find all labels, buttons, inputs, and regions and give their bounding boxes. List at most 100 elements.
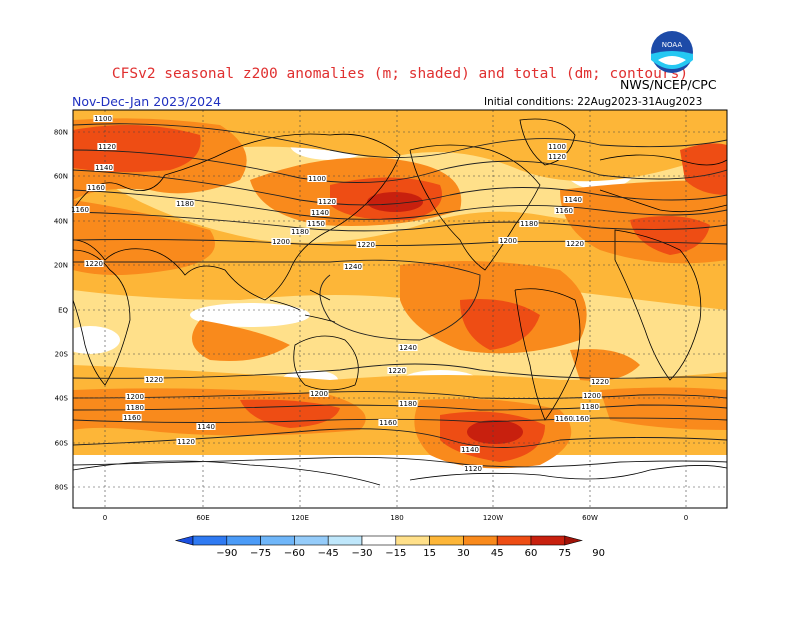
contour-label: 1160 [570,415,590,423]
colorbar-label: 90 [592,548,605,559]
contour-label: 1100 [307,175,327,183]
lat-label: 40S [55,395,69,403]
contour-label: 1220 [387,367,407,375]
svg-text:1220: 1220 [388,367,406,375]
svg-text:1160: 1160 [555,415,573,423]
svg-text:1220: 1220 [357,241,375,249]
svg-text:1200: 1200 [583,392,601,400]
contour-label: 1140 [460,446,480,454]
colorbar-swatch [395,535,430,546]
contour-label: 1100 [547,143,567,151]
contour-label: 1120 [317,198,337,206]
contour-label: 1160 [378,419,398,427]
contour-label: 1120 [97,143,117,151]
colorbar-label: 75 [558,548,571,559]
svg-text:1140: 1140 [95,164,113,172]
svg-text:1120: 1120 [98,143,116,151]
colorbar-swatch [226,535,261,546]
contour-label: 1180 [175,200,195,208]
svg-text:1120: 1120 [177,438,195,446]
initial-conditions: Initial conditions: 22Aug2023-31Aug2023 [484,96,703,108]
colorbar-swatch [260,535,295,546]
contour-label: 1160 [70,206,90,214]
colorbar-swatch [361,535,397,546]
antarctic-white [73,455,727,508]
lon-label: 0 [684,514,688,522]
svg-text:1140: 1140 [197,423,215,431]
contour-label: 1180 [580,403,600,411]
contour-label: 1220 [356,241,376,249]
contour-label: 1200 [125,393,145,401]
lon-label: 180 [390,514,403,522]
svg-text:1180: 1180 [399,400,417,408]
svg-text:1240: 1240 [344,263,362,271]
svg-text:1120: 1120 [548,153,566,161]
contour-label: 1200 [309,390,329,398]
lon-label: 120E [291,514,309,522]
lat-label: EQ [58,307,68,315]
lon-label: 0 [103,514,107,522]
lat-label: 80S [55,484,69,492]
contour-label: 1140 [196,423,216,431]
svg-text:1100: 1100 [308,175,326,183]
agency-label: NWS/NCEP/CPC [620,77,717,92]
svg-text:1180: 1180 [291,228,309,236]
svg-text:1180: 1180 [520,220,538,228]
colorbar-label: 15 [423,548,436,559]
svg-text:1100: 1100 [94,115,112,123]
colorbar-label: −30 [351,548,372,559]
lon-label: 60E [196,514,209,522]
colorbar-label: −90 [216,548,237,559]
contour-label: 1120 [463,465,483,473]
colorbar-swatch [463,535,498,546]
contour-label: 1180 [290,228,310,236]
svg-text:1200: 1200 [499,237,517,245]
contour-label: 1140 [94,164,114,172]
svg-text:1150: 1150 [307,220,325,228]
svg-text:1160: 1160 [123,414,141,422]
colorbar-arrow-high [564,535,583,546]
lat-label: 60N [54,173,68,181]
lat-label: 20S [55,351,69,359]
svg-text:1200: 1200 [272,238,290,246]
longitude-labels: 0 60E 120E 180 120W 60W 0 [103,514,688,522]
svg-text:1180: 1180 [126,404,144,412]
colorbar-label: −15 [385,548,406,559]
colorbar-label: 30 [457,548,470,559]
svg-text:1100: 1100 [548,143,566,151]
colorbar-label: −75 [250,548,271,559]
contour-label: 1200 [582,392,602,400]
map-frame [72,109,728,509]
contour-label: 1160 [86,184,106,192]
contour-label: 1180 [125,404,145,412]
contour-label: 1140 [310,209,330,217]
lat-label: 80N [54,129,68,137]
svg-text:1220: 1220 [85,260,103,268]
contour-label: 1200 [498,237,518,245]
shaded-anomalies [73,110,727,508]
contour-label: 1180 [398,400,418,408]
contour-label: 1160 [554,415,574,423]
contour-label: 1220 [144,376,164,384]
contour-labels: 1100112011401160116011801200122011001120… [70,115,610,473]
colorbar: −90 −75 −60 −45 −30 −15 15 30 45 60 75 90 [174,535,605,559]
colorbar-arrow-low [174,535,194,546]
contour-label: 1160 [554,207,574,215]
contour-label: 1220 [565,240,585,248]
svg-text:1140: 1140 [564,196,582,204]
svg-text:1180: 1180 [176,200,194,208]
chart-title: CFSv2 seasonal z200 anomalies (m; shaded… [111,66,689,82]
contour-label: 1200 [271,238,291,246]
colorbar-label: 60 [525,548,538,559]
svg-text:1140: 1140 [461,446,479,454]
svg-text:1120: 1120 [464,465,482,473]
svg-text:1140: 1140 [311,209,329,217]
graticule [73,110,727,508]
contour-label: 1140 [563,196,583,204]
contour-label: 1240 [343,263,363,271]
colorbar-label: 45 [491,548,504,559]
colorbar-swatch [429,535,464,546]
svg-text:1180: 1180 [581,403,599,411]
svg-text:1120: 1120 [318,198,336,206]
svg-text:1160: 1160 [571,415,589,423]
